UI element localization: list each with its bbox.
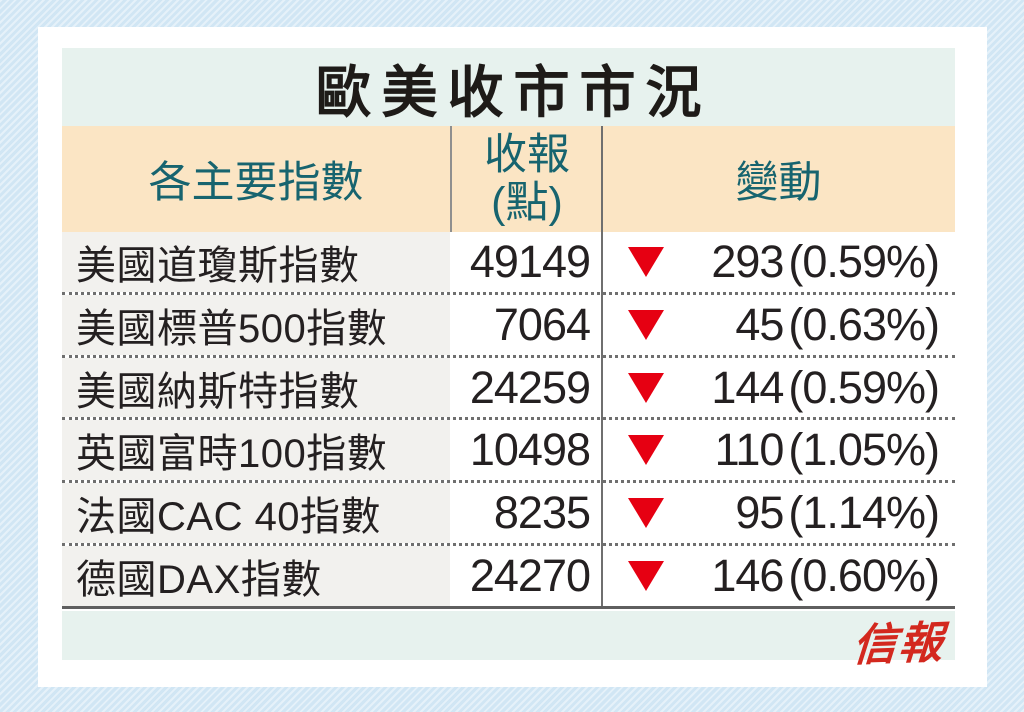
footer-band: 信報 <box>62 611 955 672</box>
index-name: 德國DAX指數 <box>62 546 450 606</box>
down-triangle-icon <box>628 435 664 466</box>
change-value: 110 (1.05%) <box>715 424 955 476</box>
table-row: 美國道瓊斯指數 49149 293 (0.59%) <box>62 232 955 295</box>
close-value: 49149 <box>469 235 591 287</box>
change-value: 293 (0.59%) <box>711 236 955 288</box>
change-percent: (0.60%) <box>788 550 940 602</box>
header-close-column: 收報 (點) <box>450 126 602 232</box>
close-value: 24270 <box>469 550 591 602</box>
change-value: 144 (0.59%) <box>711 362 955 414</box>
change-percent: (0.59%) <box>788 361 940 413</box>
change-value: 146 (0.60%) <box>711 550 955 602</box>
header-change-column: 變動 <box>735 159 822 207</box>
index-name: 法國CAC 40指數 <box>62 483 450 544</box>
change-amount: 146 <box>711 550 784 602</box>
hkej-logo: 信報 <box>850 617 947 672</box>
change-cell: 146 (0.60%) <box>602 546 955 606</box>
change-percent: (0.59%) <box>788 235 940 287</box>
change-value: 45 (0.63%) <box>735 299 955 351</box>
table-row: 美國標普500指數 7064 45 (0.63%) <box>62 294 955 358</box>
down-triangle-icon <box>628 561 664 592</box>
market-close-table: 歐美收市市況 各主要指數 收報 (點) 變動 美國道瓊斯指數 49149 293… <box>62 48 955 672</box>
change-value: 95 (1.14%) <box>735 487 955 539</box>
change-amount: 144 <box>711 361 784 413</box>
change-cell: 293 (0.59%) <box>602 232 955 292</box>
change-cell: 45 (0.63%) <box>602 295 955 355</box>
table-title: 歐美收市市況 <box>62 48 955 126</box>
header-close-line1: 收報 <box>484 131 570 179</box>
change-percent: (0.63%) <box>788 298 940 350</box>
change-cell: 110 (1.05%) <box>602 420 955 480</box>
bottom-rule <box>62 606 955 609</box>
table-row: 英國富時100指數 10498 110 (1.05%) <box>62 420 955 484</box>
close-value: 8235 <box>493 487 591 539</box>
table-row: 德國DAX指數 24270 146 (0.60%) <box>62 546 955 606</box>
change-amount: 293 <box>711 235 784 287</box>
close-value: 7064 <box>493 298 591 350</box>
down-triangle-icon <box>628 309 664 340</box>
table-row: 美國納斯特指數 24259 144 (0.59%) <box>62 357 955 421</box>
change-percent: (1.14%) <box>788 487 940 539</box>
close-value: 24259 <box>469 361 591 413</box>
change-amount: 95 <box>735 487 784 539</box>
change-amount: 110 <box>714 424 785 476</box>
down-triangle-icon <box>628 372 664 403</box>
down-triangle-icon <box>628 246 664 277</box>
down-triangle-icon <box>628 498 664 529</box>
index-name: 美國納斯特指數 <box>62 357 450 418</box>
close-value: 10498 <box>469 424 591 476</box>
header-close-line2: (點) <box>491 179 563 227</box>
table-body: 美國道瓊斯指數 49149 293 (0.59%) 美國標普500指數 7064 … <box>62 232 955 606</box>
infographic-card: 歐美收市市況 各主要指數 收報 (點) 變動 美國道瓊斯指數 49149 293… <box>38 27 987 687</box>
change-cell: 144 (0.59%) <box>602 358 955 418</box>
index-name: 美國標普500指數 <box>62 294 450 355</box>
change-cell: 95 (1.14%) <box>602 483 955 543</box>
change-amount: 45 <box>735 298 784 350</box>
header-index-column: 各主要指數 <box>148 159 364 207</box>
table-row: 法國CAC 40指數 8235 95 (1.14%) <box>62 483 955 547</box>
change-percent: (1.05%) <box>788 424 940 476</box>
index-name: 英國富時100指數 <box>62 420 450 481</box>
table-header-row: 各主要指數 收報 (點) 變動 <box>62 126 955 232</box>
index-name: 美國道瓊斯指數 <box>62 232 450 292</box>
column-divider-line <box>601 126 603 606</box>
